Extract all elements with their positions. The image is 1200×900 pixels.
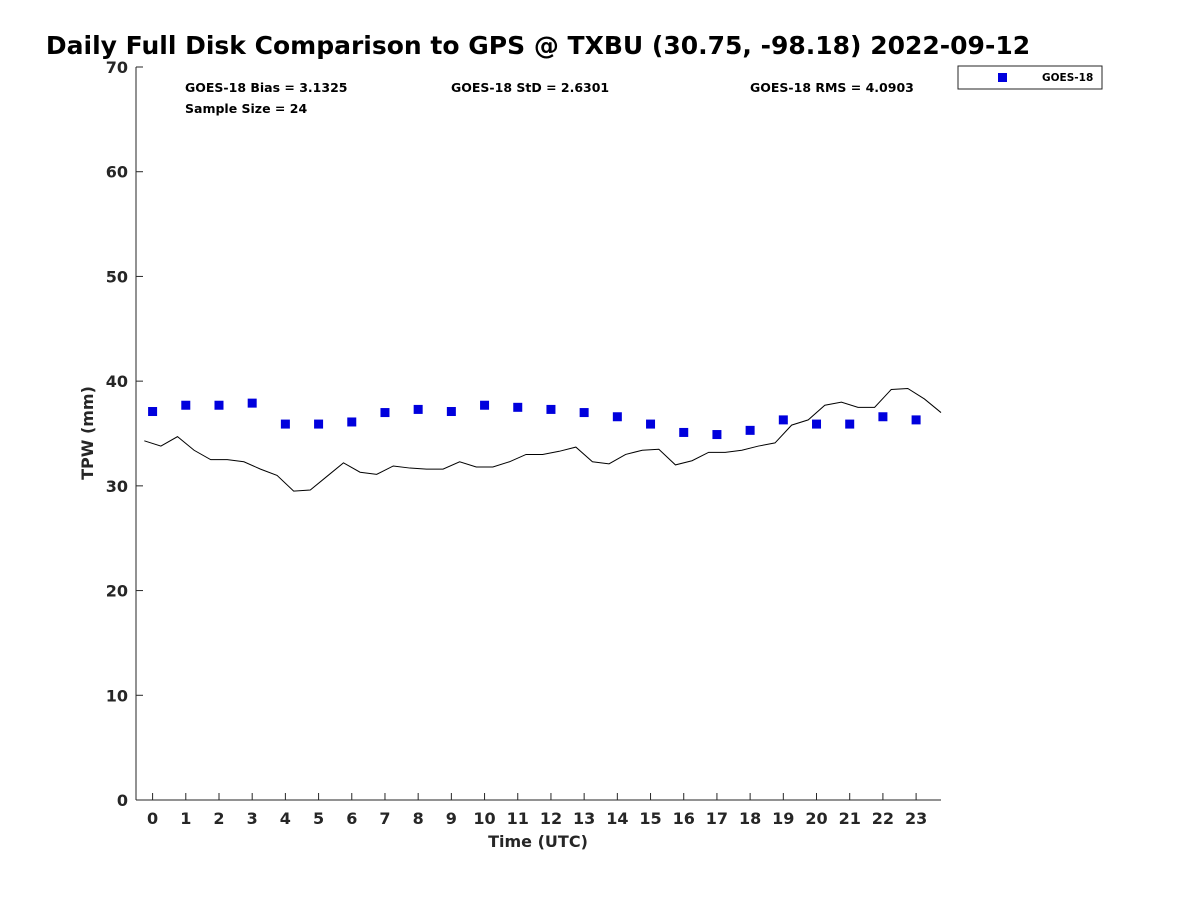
y-axis-label: TPW (mm) — [78, 386, 97, 480]
x-tick-label: 0 — [147, 809, 158, 828]
x-tick-label: 21 — [839, 809, 861, 828]
x-tick-label: 5 — [313, 809, 324, 828]
y-ticks: 0 10 20 30 40 50 60 70 — [106, 58, 143, 810]
goes-18-point — [745, 425, 755, 435]
x-tick-label: 16 — [673, 809, 695, 828]
stat-sample-size: Sample Size = 24 — [185, 101, 307, 116]
goes-18-point — [480, 400, 490, 410]
x-tick-label: 6 — [346, 809, 357, 828]
y-tick-label: 30 — [106, 477, 128, 496]
y-tick-label: 20 — [106, 582, 128, 601]
goes-18-point — [546, 404, 556, 414]
goes-18-point — [314, 419, 324, 429]
goes-18-point — [247, 398, 257, 408]
x-tick-label: 20 — [805, 809, 827, 828]
y-tick-label: 60 — [106, 163, 128, 182]
x-tick-label: 10 — [473, 809, 495, 828]
goes-18-point — [712, 430, 722, 440]
y-tick-label: 40 — [106, 372, 128, 391]
x-tick-label: 11 — [507, 809, 529, 828]
chart-title: Daily Full Disk Comparison to GPS @ TXBU… — [46, 31, 1030, 60]
goes-18-point — [446, 407, 456, 417]
x-axis-label: Time (UTC) — [488, 832, 588, 851]
goes-18-point — [878, 412, 888, 422]
x-tick-label: 14 — [606, 809, 628, 828]
stat-bias: GOES-18 Bias = 3.1325 — [185, 80, 347, 95]
goes-18-point — [812, 419, 822, 429]
goes-18-point — [845, 419, 855, 429]
x-tick-label: 22 — [872, 809, 894, 828]
goes-18-point — [579, 408, 589, 418]
y-tick-label: 10 — [106, 686, 128, 705]
x-tick-label: 15 — [639, 809, 661, 828]
x-tick-label: 2 — [213, 809, 224, 828]
goes-18-point — [513, 402, 523, 412]
x-tick-label: 17 — [706, 809, 728, 828]
y-tick-label: 50 — [106, 267, 128, 286]
legend: GOES-18 — [957, 65, 1103, 90]
goes-18-point — [911, 415, 921, 425]
x-tick-label: 23 — [905, 809, 927, 828]
stat-std: GOES-18 StD = 2.6301 — [451, 80, 609, 95]
x-tick-label: 19 — [772, 809, 794, 828]
goes-18-point — [214, 400, 224, 410]
x-tick-label: 3 — [247, 809, 258, 828]
goes-18-point — [612, 412, 622, 422]
series-lines — [144, 387, 942, 492]
x-tick-label: 4 — [280, 809, 291, 828]
legend-box — [957, 65, 1103, 90]
goes-18-point — [280, 419, 290, 429]
goes-18-point — [148, 407, 158, 417]
legend-marker-goes-18 — [998, 73, 1007, 82]
goes-18-point — [380, 408, 390, 418]
goes-18-point — [347, 417, 357, 427]
x-tick-label: 13 — [573, 809, 595, 828]
x-ticks: 0 1 2 3 4 5 6 7 8 9 10 11 12 13 14 15 16 17 18 19 20 21 22 23 — [147, 793, 927, 828]
series-points — [148, 398, 921, 440]
goes-18-point — [778, 415, 788, 425]
x-tick-label: 18 — [739, 809, 761, 828]
x-tick-label: 8 — [413, 809, 424, 828]
goes-18-point — [413, 404, 423, 414]
x-tick-label: 12 — [540, 809, 562, 828]
stat-rms: GOES-18 RMS = 4.0903 — [750, 80, 914, 95]
y-tick-label: 0 — [117, 791, 128, 810]
goes-18-point — [181, 400, 191, 410]
gps-tpw-line — [144, 387, 942, 492]
x-tick-label: 9 — [446, 809, 457, 828]
plot-frame — [136, 67, 941, 800]
y-tick-label: 70 — [106, 58, 128, 77]
goes-18-point — [679, 427, 689, 437]
x-tick-label: 1 — [180, 809, 191, 828]
legend-label-goes-18: GOES-18 — [1042, 72, 1093, 84]
goes-18-point — [646, 419, 656, 429]
x-tick-label: 7 — [379, 809, 390, 828]
